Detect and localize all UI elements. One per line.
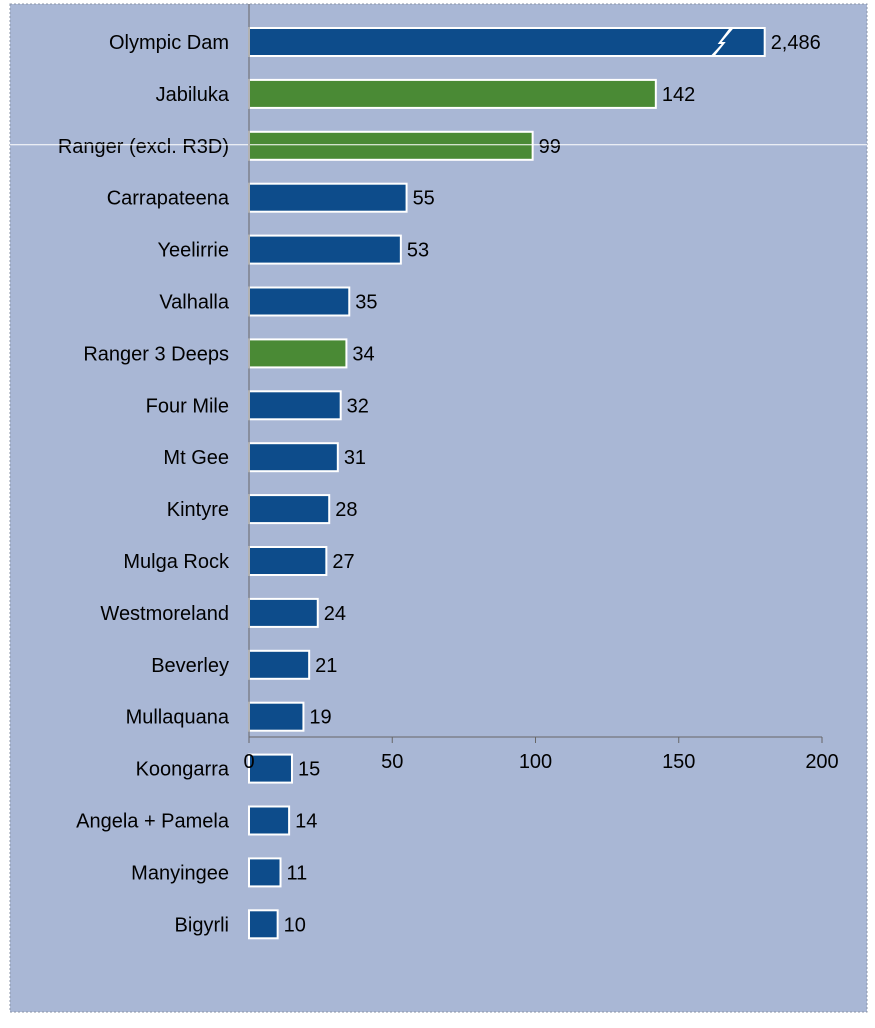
category-label: Mulga Rock bbox=[123, 551, 230, 573]
category-label: Valhalla bbox=[159, 292, 230, 314]
bar-valhalla bbox=[248, 286, 351, 317]
value-label: 55 bbox=[413, 188, 435, 210]
bar-carrapateena bbox=[248, 182, 408, 213]
x-tick-label: 200 bbox=[805, 751, 838, 773]
plot-area bbox=[9, 3, 868, 1013]
category-label: Carrapateena bbox=[107, 188, 230, 210]
category-label: Ranger 3 Deeps bbox=[83, 343, 229, 365]
bar-yeelirrie bbox=[248, 234, 402, 265]
category-label: Beverley bbox=[151, 655, 229, 677]
value-label: 34 bbox=[352, 343, 374, 365]
category-label: Ranger (excl. R3D) bbox=[58, 136, 229, 158]
bar-olympic-dam bbox=[248, 27, 766, 57]
x-tick-label: 0 bbox=[243, 751, 254, 773]
axis-break-marker bbox=[709, 28, 734, 57]
category-label: Koongarra bbox=[136, 759, 230, 781]
category-label: Four Mile bbox=[146, 395, 229, 417]
value-label: 27 bbox=[332, 551, 354, 573]
bar-ranger-excl-r3d- bbox=[248, 130, 534, 161]
bar-beverley bbox=[248, 649, 311, 680]
category-label: Mt Gee bbox=[163, 447, 229, 469]
bar-four-mile bbox=[248, 390, 342, 421]
value-label: 99 bbox=[539, 136, 561, 158]
value-label: 19 bbox=[309, 707, 331, 729]
category-label: Westmoreland bbox=[100, 603, 229, 625]
bar-mullaquana bbox=[248, 701, 305, 732]
bar-kintyre bbox=[248, 494, 331, 525]
bar-westmoreland bbox=[248, 597, 319, 628]
bar-mulga-rock bbox=[248, 546, 328, 576]
bar-bigyrli bbox=[248, 909, 279, 940]
category-label: Bigyrli bbox=[175, 914, 229, 936]
value-label: 2,486 bbox=[771, 32, 821, 54]
category-label: Olympic Dam bbox=[109, 32, 229, 54]
x-tick-label: 50 bbox=[381, 751, 403, 773]
bar-manyingee bbox=[248, 857, 282, 888]
value-label: 31 bbox=[344, 447, 366, 469]
bar-mt-gee bbox=[248, 442, 339, 473]
category-label: Mullaquana bbox=[126, 707, 230, 729]
x-tick-label: 100 bbox=[519, 751, 552, 773]
bar-angela-pamela bbox=[248, 805, 291, 836]
value-label: 11 bbox=[287, 862, 308, 884]
value-label: 15 bbox=[298, 759, 320, 781]
category-label: Manyingee bbox=[131, 862, 229, 884]
category-label: Jabiluka bbox=[156, 84, 230, 106]
category-label: Kintyre bbox=[167, 499, 229, 521]
x-tick-label: 150 bbox=[662, 751, 695, 773]
value-label: 10 bbox=[284, 914, 306, 936]
value-label: 142 bbox=[662, 84, 695, 106]
value-label: 53 bbox=[407, 240, 429, 262]
value-label: 14 bbox=[295, 811, 317, 833]
value-label: 21 bbox=[315, 655, 337, 677]
category-label: Angela + Pamela bbox=[76, 811, 230, 833]
category-label: Yeelirrie bbox=[157, 240, 229, 262]
bar-koongarra bbox=[248, 753, 293, 784]
value-label: 32 bbox=[347, 395, 369, 417]
bar-ranger-3-deeps bbox=[248, 338, 348, 369]
value-label: 28 bbox=[335, 499, 357, 521]
value-label: 24 bbox=[324, 603, 346, 625]
bar-jabiluka bbox=[248, 78, 657, 109]
value-label: 35 bbox=[355, 292, 377, 314]
